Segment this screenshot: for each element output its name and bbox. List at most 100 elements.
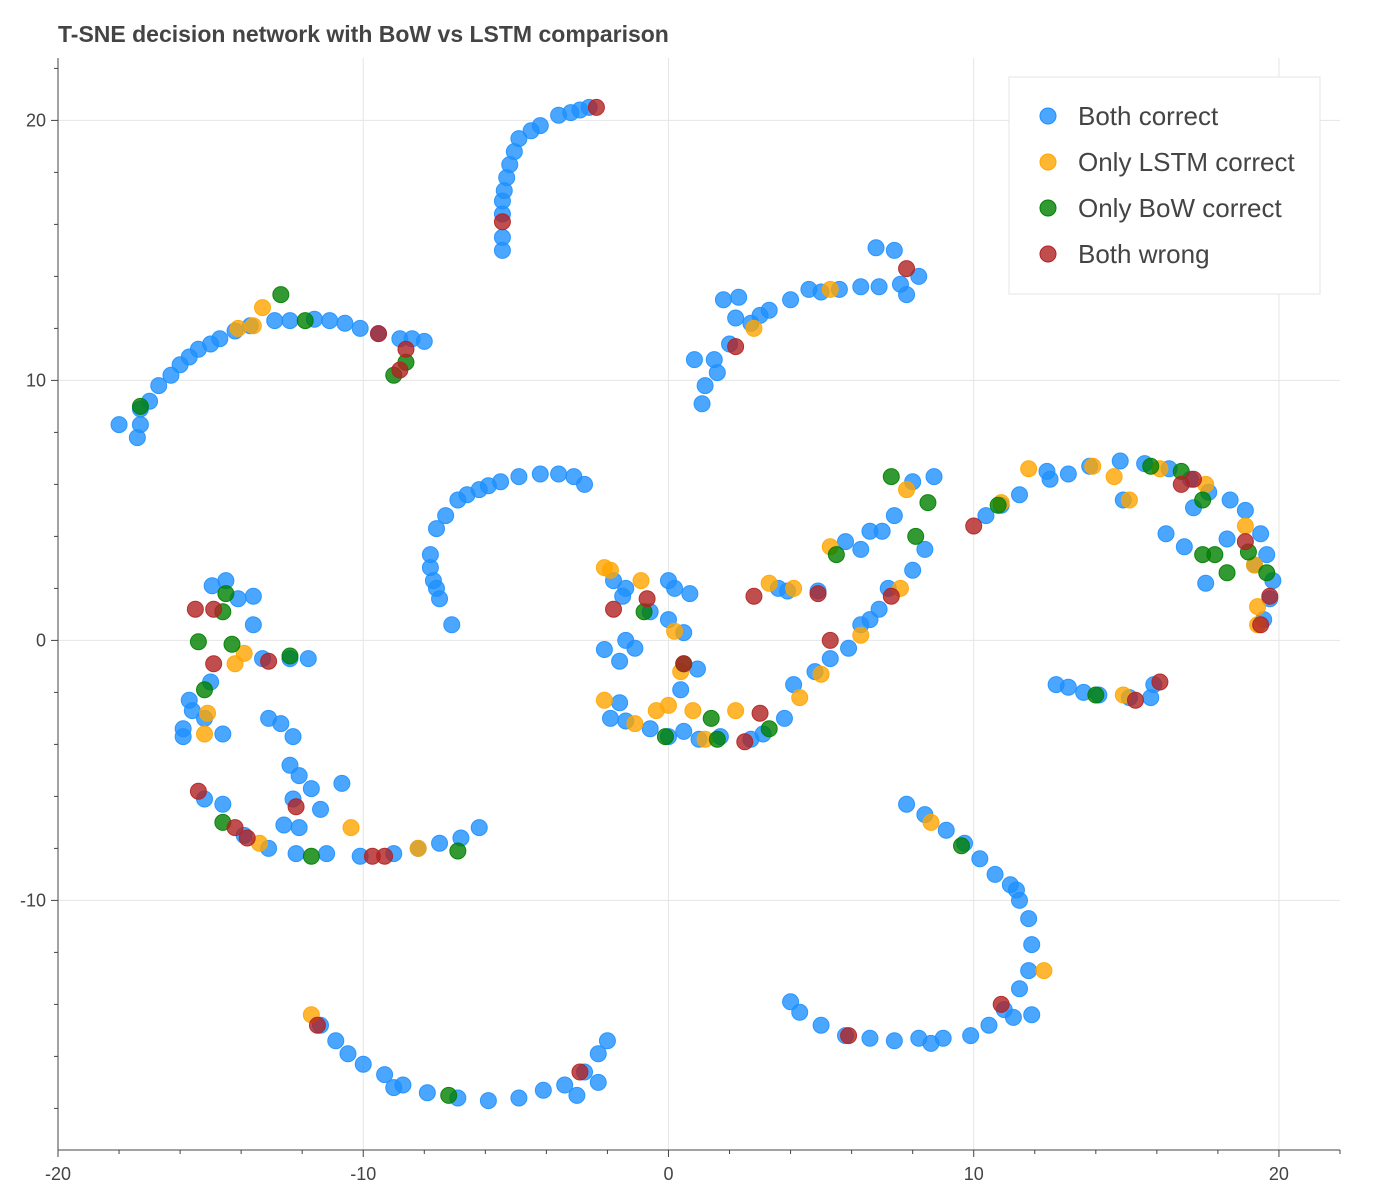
point-both-correct — [290, 767, 308, 785]
point-both-correct — [1059, 465, 1077, 483]
point-only-bow-correct — [189, 633, 207, 651]
point-both-correct — [211, 330, 229, 348]
point-both-correct — [870, 278, 888, 296]
legend-marker-only-lstm-correct — [1039, 153, 1057, 171]
point-both-correct — [589, 1073, 607, 1091]
point-both-correct — [598, 1032, 616, 1050]
point-both-correct — [730, 288, 748, 306]
point-both-correct — [861, 1029, 879, 1047]
point-both-correct — [290, 819, 308, 837]
point-only-lstm-correct — [666, 622, 684, 640]
point-only-lstm-correct — [196, 725, 214, 743]
point-both-correct — [183, 702, 201, 720]
point-both-correct — [696, 377, 714, 395]
point-both-correct — [244, 616, 262, 634]
point-both-correct — [150, 377, 168, 395]
point-both-correct — [531, 465, 549, 483]
point-both-correct — [287, 845, 305, 863]
point-both-correct — [980, 1016, 998, 1034]
point-both-wrong — [736, 733, 754, 751]
legend-marker-both-wrong — [1039, 245, 1057, 263]
point-both-correct — [867, 239, 885, 257]
point-both-correct — [885, 1032, 903, 1050]
point-only-bow-correct — [272, 286, 290, 304]
legend-label-both-correct: Both correct — [1078, 101, 1219, 131]
point-both-correct — [925, 468, 943, 486]
point-only-lstm-correct — [812, 665, 830, 683]
point-both-correct — [281, 312, 299, 330]
point-both-wrong — [1236, 533, 1254, 551]
point-only-bow-correct — [1194, 491, 1212, 509]
point-both-wrong — [605, 600, 623, 618]
point-both-correct — [916, 540, 934, 558]
point-both-correct — [336, 314, 354, 332]
point-only-bow-correct — [1258, 564, 1276, 582]
point-both-correct — [837, 533, 855, 551]
point-only-bow-correct — [281, 647, 299, 665]
x-tick-label: 10 — [964, 1164, 984, 1184]
point-both-wrong — [1252, 616, 1270, 634]
point-both-wrong — [821, 631, 839, 649]
point-both-wrong — [898, 260, 916, 278]
y-tick-label: 10 — [26, 370, 46, 390]
legend-label-only-lstm-correct: Only LSTM correct — [1078, 147, 1295, 177]
point-both-correct — [385, 1079, 403, 1097]
point-only-bow-correct — [907, 527, 925, 545]
point-both-correct — [333, 774, 351, 792]
point-both-correct — [421, 546, 439, 564]
point-both-correct — [1236, 501, 1254, 519]
point-both-correct — [339, 1045, 357, 1063]
point-both-correct — [321, 312, 339, 330]
point-both-correct — [708, 364, 726, 382]
point-only-bow-correct — [919, 494, 937, 512]
point-both-correct — [685, 351, 703, 369]
point-both-correct — [977, 507, 995, 525]
point-both-correct — [418, 1084, 436, 1102]
point-both-correct — [214, 795, 232, 813]
point-both-wrong — [1126, 691, 1144, 709]
point-only-lstm-correct — [727, 702, 745, 720]
point-both-correct — [568, 1086, 586, 1104]
point-only-lstm-correct — [898, 481, 916, 499]
point-both-correct — [302, 780, 320, 798]
point-both-wrong — [189, 782, 207, 800]
x-tick-label: -10 — [350, 1164, 376, 1184]
point-both-correct — [470, 819, 488, 837]
point-both-correct — [873, 522, 891, 540]
point-both-wrong — [571, 1063, 589, 1081]
point-both-correct — [782, 993, 800, 1011]
point-only-lstm-correct — [229, 319, 247, 337]
point-both-wrong — [965, 517, 983, 535]
point-both-correct — [431, 834, 449, 852]
point-both-correct — [1111, 452, 1129, 470]
point-both-correct — [1258, 546, 1276, 564]
x-tick-label: 20 — [1269, 1164, 1289, 1184]
point-both-wrong — [493, 213, 511, 231]
point-only-bow-correct — [131, 397, 149, 415]
point-both-correct — [601, 709, 619, 727]
point-both-correct — [1059, 678, 1077, 696]
point-only-lstm-correct — [1020, 460, 1038, 478]
point-both-correct — [299, 650, 317, 668]
point-both-wrong — [992, 995, 1010, 1013]
point-both-correct — [812, 1016, 830, 1034]
point-only-bow-correct — [656, 728, 674, 746]
point-both-correct — [1011, 486, 1028, 504]
legend-box — [1008, 76, 1321, 295]
x-tick-label: -20 — [45, 1164, 71, 1184]
point-both-correct — [626, 639, 644, 657]
point-both-correct — [1023, 936, 1041, 954]
point-both-correct — [714, 291, 732, 309]
point-both-correct — [576, 475, 594, 493]
point-both-wrong — [376, 847, 394, 865]
point-both-wrong — [840, 1027, 858, 1045]
scatter-points — [110, 98, 1282, 1110]
point-both-wrong — [727, 338, 745, 356]
point-both-correct — [318, 845, 336, 863]
point-only-bow-correct — [708, 730, 726, 748]
point-both-correct — [510, 1089, 528, 1107]
legend-marker-only-bow-correct — [1039, 199, 1057, 217]
point-both-correct — [641, 720, 659, 738]
point-both-correct — [589, 1045, 607, 1063]
chart-title: T-SNE decision network with BoW vs LSTM … — [58, 21, 669, 47]
